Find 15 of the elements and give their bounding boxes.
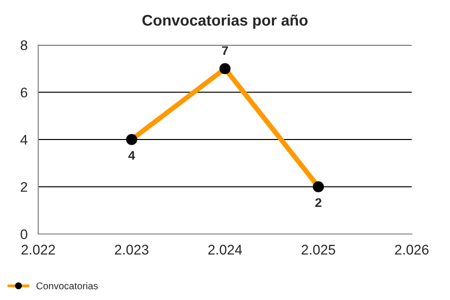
x-tick-label: 2.023: [114, 244, 148, 255]
x-tick-label: 2.025: [302, 244, 336, 255]
x-tick-label: 2.022: [22, 244, 55, 255]
y-tick-label: 6: [20, 88, 28, 98]
y-tick-label: 0: [20, 229, 28, 240]
x-tick-label: 2.026: [395, 244, 429, 255]
chart-title: Convocatorias por año: [142, 14, 308, 29]
y-tick-label: 4: [20, 134, 28, 145]
x-tick-label: 2.024: [208, 244, 242, 255]
data-label: 4: [128, 151, 136, 160]
legend-label: Convocatorias: [36, 282, 98, 290]
y-tick-label: 2: [20, 182, 28, 192]
data-label: 7: [222, 46, 228, 55]
data-label: 2: [315, 198, 322, 207]
y-tick-label: 8: [20, 40, 28, 50]
